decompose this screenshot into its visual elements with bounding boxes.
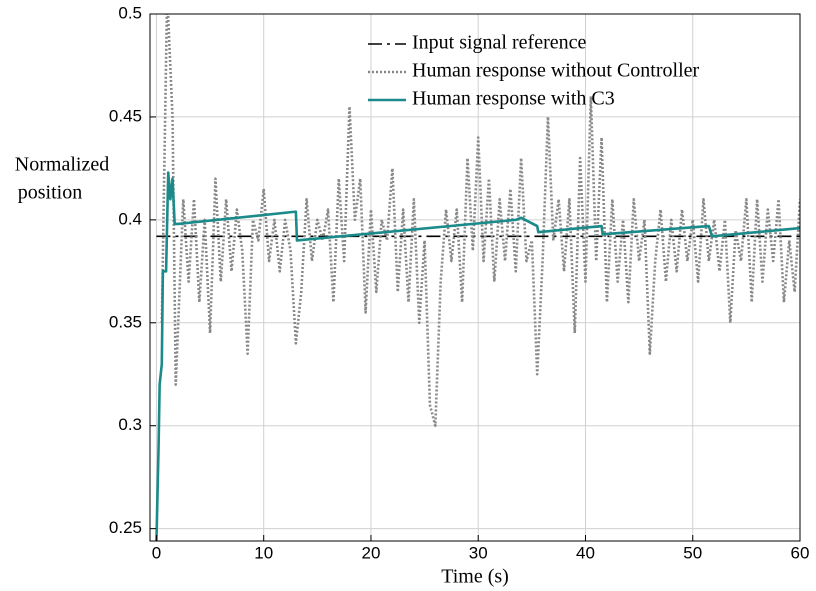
y-tick-label: 0.5 <box>118 3 142 22</box>
y-axis-label: Normalized <box>15 154 109 176</box>
x-tick-label: 40 <box>576 543 595 562</box>
y-tick-label: 0.4 <box>118 209 142 228</box>
legend-label: Human response with C3 <box>412 88 615 110</box>
y-axis-label: position <box>18 182 82 204</box>
x-axis-label: Time (s) <box>441 566 509 588</box>
series-line <box>160 14 800 428</box>
x-tick-label: 0 <box>152 543 161 562</box>
plot-area <box>155 14 800 541</box>
y-tick-label: 0.3 <box>118 415 142 434</box>
y-tick-label: 0.35 <box>109 312 142 331</box>
y-tick-label: 0.45 <box>109 106 142 125</box>
labels: 0 10 20 30 40 50 60 0.25 0.3 0.35 0.4 0.45 0.5 Input … <box>109 3 810 562</box>
x-tick-label: 10 <box>254 543 273 562</box>
legend-label: Human response without Controller <box>412 60 700 82</box>
x-tick-label: 50 <box>683 543 702 562</box>
x-tick-label: 30 <box>469 543 488 562</box>
x-tick-label: 20 <box>361 543 380 562</box>
series-line <box>155 171 800 541</box>
x-tick-label: 60 <box>791 543 810 562</box>
legend-label: Input signal reference <box>412 32 586 54</box>
y-tick-label: 0.25 <box>109 518 142 537</box>
axes-frame <box>149 13 801 542</box>
